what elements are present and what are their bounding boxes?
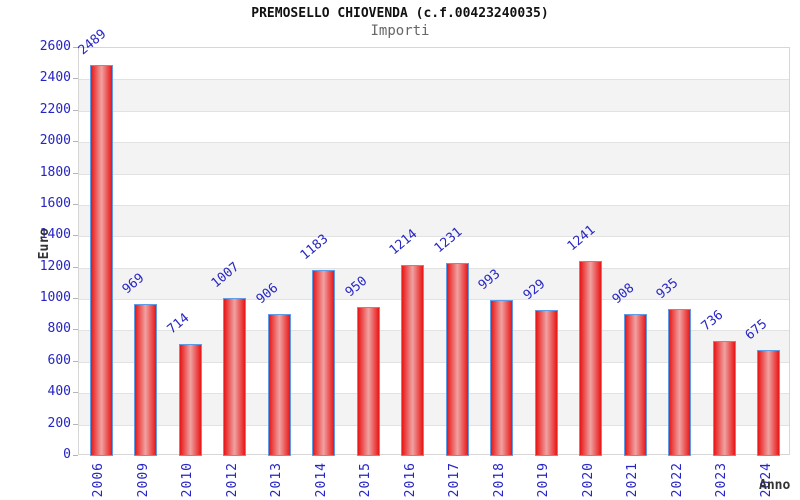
- gridline: [79, 361, 789, 363]
- gridline: [79, 330, 789, 332]
- x-tick-label: 2019: [536, 462, 552, 498]
- y-tick-label: 400: [47, 384, 71, 400]
- y-tick-label: 2200: [39, 101, 71, 117]
- y-tick-label: 1000: [39, 290, 71, 306]
- chart-subtitle: Importi: [370, 23, 430, 39]
- plot-band: [79, 204, 789, 237]
- gridline: [79, 204, 789, 206]
- x-tick-label: 2021: [625, 462, 641, 498]
- y-tick-label: 2600: [39, 39, 71, 54]
- bar: [134, 303, 158, 456]
- bar: [579, 261, 603, 456]
- plot-band: [79, 267, 789, 300]
- bar: [445, 262, 469, 456]
- gridline: [79, 236, 789, 238]
- bar: [623, 313, 647, 456]
- gridline: [79, 267, 789, 269]
- y-tick-label: 200: [47, 415, 71, 431]
- y-tick-label: 0: [63, 447, 71, 462]
- gridline: [79, 110, 789, 112]
- plot-band: [79, 142, 789, 174]
- bar: [668, 309, 692, 456]
- bar: [267, 313, 291, 456]
- x-axis-title: Anno: [759, 478, 791, 493]
- y-tick-label: 1800: [39, 164, 71, 180]
- y-tick-label: 2400: [39, 70, 71, 86]
- bar: [223, 297, 247, 456]
- y-tick-mark: [73, 455, 78, 456]
- x-tick-label: 2015: [358, 462, 374, 498]
- x-tick-label: 2016: [402, 462, 418, 498]
- bar: [178, 343, 202, 456]
- gridline: [79, 393, 789, 395]
- plot-band: [79, 79, 789, 111]
- x-tick-label: 2022: [669, 462, 685, 498]
- y-tick-label: 1200: [39, 258, 71, 274]
- bar: [534, 310, 558, 456]
- x-tick-label: 2018: [491, 462, 507, 498]
- y-tick-label: 600: [47, 352, 71, 368]
- gridline: [79, 142, 789, 144]
- bar: [712, 340, 736, 456]
- gridline: [79, 79, 789, 81]
- chart-title: PREMOSELLO CHIOVENDA (c.f.00423240035): [251, 6, 549, 21]
- y-tick-label: 1600: [39, 195, 71, 211]
- x-tick-label: 2017: [447, 462, 463, 498]
- x-tick-label: 2013: [269, 462, 285, 498]
- bar: [490, 300, 514, 456]
- x-tick-label: 2012: [224, 462, 240, 498]
- bar: [89, 65, 113, 456]
- y-tick-label: 2000: [39, 133, 71, 149]
- bar: [312, 270, 336, 456]
- y-tick-label: 1400: [39, 227, 71, 243]
- y-tick-label: 800: [47, 321, 71, 337]
- gridline: [79, 299, 789, 301]
- gridline: [79, 424, 789, 426]
- x-tick-label: 2023: [714, 462, 730, 498]
- x-tick-label: 2009: [135, 462, 151, 498]
- x-tick-label: 2014: [313, 462, 329, 498]
- bar: [401, 265, 425, 456]
- bar: [757, 350, 781, 456]
- gridline: [79, 173, 789, 175]
- x-tick-label: 2020: [580, 462, 596, 498]
- x-tick-label: 2010: [180, 462, 196, 498]
- plot-area: [78, 47, 790, 456]
- bar: [356, 306, 380, 456]
- y-axis-title: Euro: [37, 228, 52, 260]
- x-tick-label: 2006: [91, 462, 107, 498]
